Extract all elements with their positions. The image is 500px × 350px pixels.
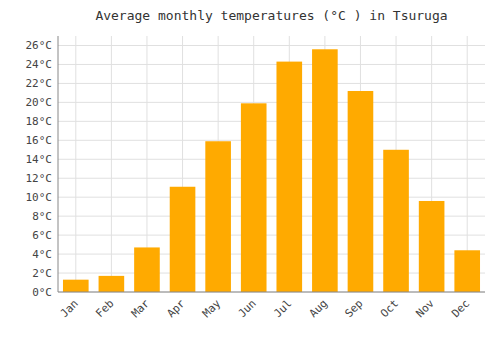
grid-line — [111, 36, 112, 292]
bars — [63, 49, 480, 292]
grid-line — [58, 102, 485, 103]
title: Average monthly temperatures (°C ) in Ts… — [95, 8, 447, 23]
grid-line — [58, 159, 485, 160]
grid-line — [58, 121, 485, 122]
grid-line — [58, 197, 485, 198]
axes: 0°C 2°C 4°C 6°C 8°C 10°C 12°C 14°C 16°C 18°C 20°C 2… — [26, 39, 473, 320]
tick-label: 4°C — [32, 248, 52, 261]
tick-label: Apr — [164, 297, 188, 321]
tick-label: 20°C — [26, 96, 53, 109]
tick-label: 24°C — [26, 58, 53, 71]
tick-label: Jan — [58, 297, 81, 320]
tick-label: Aug — [307, 297, 330, 320]
tick-label: Jul — [271, 297, 294, 320]
grid-line — [75, 36, 76, 292]
tick-label: Feb — [93, 297, 116, 320]
tick-label: 12°C — [26, 172, 53, 185]
tick-label: 6°C — [32, 229, 52, 242]
bar — [312, 49, 338, 292]
grid-line — [58, 292, 485, 293]
chart: Average monthly temperatures (°C ) in Ts… — [0, 0, 500, 350]
grid-line — [58, 178, 485, 179]
bar — [419, 201, 445, 292]
grid-line — [58, 45, 485, 46]
bar — [205, 141, 231, 292]
tick-label: 26°C — [26, 39, 53, 52]
tick-label: Jun — [236, 297, 259, 320]
grid-line — [58, 83, 485, 84]
bar — [63, 280, 89, 292]
bar — [454, 250, 480, 292]
bar — [276, 62, 302, 292]
tick-label: 14°C — [26, 153, 53, 166]
grid — [58, 36, 485, 292]
y-axis-line — [58, 36, 59, 292]
bar — [241, 103, 267, 292]
bar — [170, 187, 196, 292]
tick-label: Oct — [378, 297, 401, 320]
tick-label: 16°C — [26, 134, 53, 147]
tick-label: Sep — [342, 297, 365, 320]
tick-label: 8°C — [32, 210, 52, 223]
grid-line — [58, 64, 485, 65]
tick-label: 0°C — [32, 286, 52, 299]
tick-label: 10°C — [26, 191, 53, 204]
tick-label: 18°C — [26, 115, 53, 128]
bar — [134, 247, 160, 292]
bar — [348, 91, 374, 292]
tick-label: 22°C — [26, 77, 53, 90]
tick-label: Nov — [414, 297, 438, 321]
tick-label: Dec — [449, 297, 472, 320]
tick-label: May — [200, 297, 224, 321]
bar — [383, 150, 409, 292]
tick-label: 2°C — [32, 267, 52, 280]
x-axis-line — [58, 292, 485, 293]
grid-line — [58, 140, 485, 141]
bar — [99, 276, 125, 292]
tick-label: Mar — [129, 297, 153, 321]
